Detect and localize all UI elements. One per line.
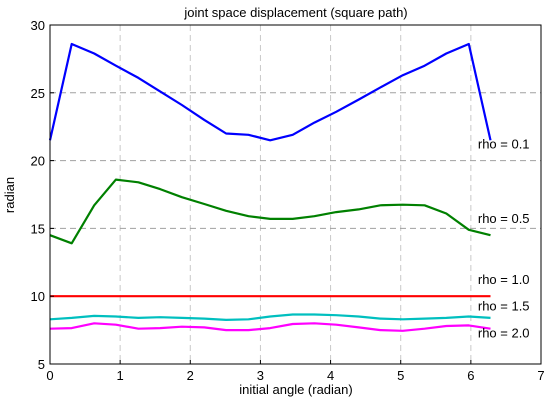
series-line-2 — [49, 178, 491, 245]
series-line-5 — [49, 322, 491, 332]
series-lines — [48, 42, 492, 332]
x-tick-label: 5 — [397, 368, 404, 383]
x-tick-label: 2 — [187, 368, 194, 383]
x-tick-label: 0 — [46, 368, 53, 383]
x-tick-label: 3 — [257, 368, 264, 383]
grid — [50, 25, 541, 364]
plot-frame — [49, 24, 542, 365]
series-annotation-4: rho = 1.5 — [478, 298, 530, 313]
series-annotation-5: rho = 2.0 — [478, 326, 530, 341]
series-line-4 — [49, 313, 491, 321]
y-tick-label: 30 — [31, 18, 45, 33]
series-annotation-2: rho = 0.5 — [478, 211, 530, 226]
y-tick-label: 15 — [31, 221, 45, 236]
y-axis-label: radian — [2, 177, 17, 213]
x-tick-label: 7 — [537, 368, 544, 383]
x-tick-label: 1 — [117, 368, 124, 383]
series-annotation-3: rho = 1.0 — [478, 272, 530, 287]
x-tick-label: 6 — [467, 368, 474, 383]
y-tick-label: 20 — [31, 154, 45, 169]
axis-ticks: 0 1 2 3 4 5 6 7 5 10 15 20 25 30 — [31, 18, 545, 383]
y-tick-label: 5 — [38, 357, 45, 372]
series-line-1 — [48, 42, 492, 142]
x-tick-label: 4 — [327, 368, 334, 383]
series-annotations: rho = 0.1 rho = 0.5 rho = 1.0 rho = 1.5 rho … — [478, 136, 530, 340]
y-tick-label: 25 — [31, 86, 45, 101]
y-tick-label: 10 — [31, 289, 45, 304]
x-axis-label: initial angle (radian) — [239, 382, 352, 397]
chart-title: joint space displacement (square path) — [183, 5, 407, 20]
series-annotation-1: rho = 0.1 — [478, 136, 530, 151]
